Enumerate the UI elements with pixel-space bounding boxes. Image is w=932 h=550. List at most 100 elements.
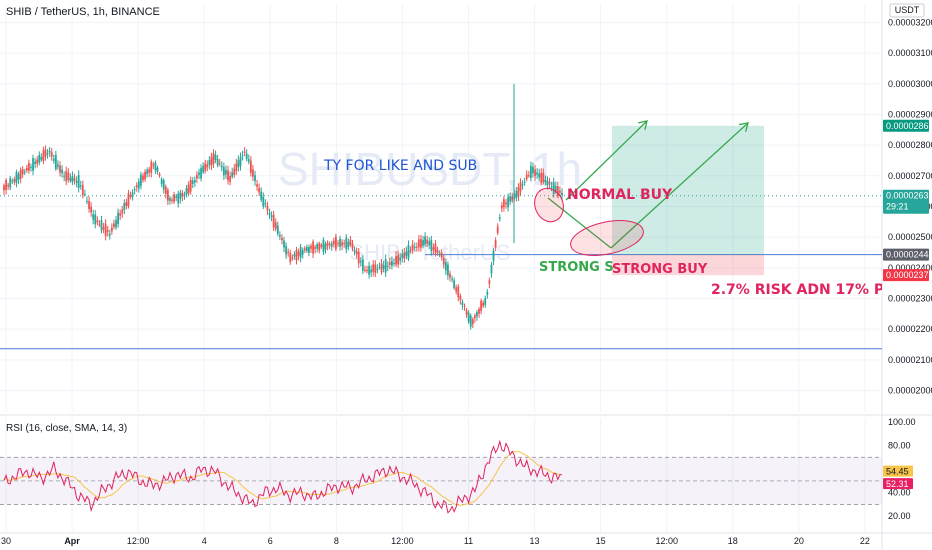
normal-buy-ellipse[interactable]: [530, 184, 568, 226]
candle-body: [81, 185, 84, 196]
candle-body: [391, 260, 393, 266]
candle-body: [191, 180, 194, 184]
candle: [17, 171, 20, 185]
candle: [525, 170, 528, 182]
candle: [312, 239, 314, 259]
candle: [343, 239, 346, 248]
candle-body: [135, 185, 138, 188]
candle: [424, 232, 426, 247]
candle: [202, 162, 205, 175]
countdown-text: 29:21: [886, 202, 909, 212]
candle: [413, 242, 416, 252]
candle: [370, 265, 373, 277]
candle-body: [123, 203, 126, 210]
candle: [119, 209, 122, 221]
candle-body: [15, 172, 18, 184]
candle: [19, 167, 22, 184]
candle: [328, 241, 331, 250]
candle-body: [415, 246, 418, 248]
candle: [83, 189, 86, 197]
candle-body: [46, 153, 49, 155]
time-axis[interactable]: 30 Apr 12:00 4 6 8 12:00 11 13 15 12:00 18 20 22: [1, 536, 870, 546]
arrow-head-strong: [739, 122, 749, 132]
candle: [519, 178, 522, 196]
rsi-indicator-title[interactable]: RSI (16, close, SMA, 14, 3): [6, 423, 128, 434]
rsi-value-badge: [883, 478, 913, 490]
position-risk-zone[interactable]: [612, 254, 764, 276]
candle-body: [461, 301, 464, 306]
rsi-pane[interactable]: 100.00 80.00 40.00 20.00 54.45 52.31: [0, 417, 916, 521]
candle-body: [536, 172, 539, 175]
candle-body: [386, 265, 389, 267]
candle: [459, 293, 462, 305]
candle: [561, 188, 563, 200]
candle: [144, 169, 146, 182]
candle: [388, 257, 391, 270]
candle: [521, 180, 524, 190]
candle: [276, 221, 279, 237]
candle: [320, 243, 323, 249]
candle-body: [559, 190, 561, 193]
candle-body: [486, 291, 489, 295]
candle-body: [305, 247, 308, 251]
candle-body: [52, 158, 55, 161]
candle-body: [411, 244, 414, 251]
candle-body: [403, 252, 406, 259]
candle: [36, 156, 39, 168]
candle-body: [266, 205, 269, 211]
candle-body: [505, 202, 507, 205]
candle-body: [395, 255, 397, 265]
symbol-header[interactable]: SHIB / TetherUS, 1h, BINANCE: [6, 6, 160, 18]
candle-body: [366, 269, 368, 271]
candle-body: [351, 243, 354, 249]
candle: [287, 248, 290, 257]
candle: [332, 237, 335, 248]
candle: [177, 190, 180, 208]
drawings[interactable]: [530, 120, 749, 262]
candle: [505, 199, 507, 209]
candle-body: [353, 250, 356, 252]
candle-body: [473, 315, 476, 319]
candle-body: [276, 225, 279, 234]
candle-body: [376, 268, 379, 270]
candle-body: [9, 178, 12, 188]
candle-body: [482, 302, 485, 306]
strong-buy-ellipse[interactable]: [567, 215, 646, 262]
candle-body: [449, 273, 451, 278]
candle: [366, 265, 368, 274]
position-profit-zone[interactable]: [612, 125, 764, 255]
price-axis[interactable]: USDT 0.00003200 0.00003100 0.00003000 0.0000…: [883, 3, 932, 396]
candle: [227, 165, 229, 185]
candle-body: [71, 175, 74, 182]
candle-body: [509, 196, 512, 202]
candle-body: [540, 172, 543, 183]
candle: [490, 261, 493, 278]
candle: [364, 265, 366, 273]
candle-body: [320, 245, 323, 247]
candle: [380, 258, 383, 275]
candle-body: [272, 214, 275, 228]
candle: [222, 162, 225, 180]
candle: [289, 249, 292, 265]
candle-body: [156, 167, 159, 172]
candle: [322, 237, 325, 256]
candle: [9, 175, 12, 191]
candle: [245, 149, 248, 162]
candle-body: [216, 159, 219, 166]
time-tick-label: 22: [860, 536, 870, 546]
candle-body: [494, 240, 497, 248]
candle: [447, 261, 449, 280]
time-tick-label: 18: [728, 536, 738, 546]
candle-body: [254, 175, 256, 182]
currency-box[interactable]: [889, 3, 925, 18]
price-tick-label: 0.00002800: [888, 140, 932, 150]
candle-body: [210, 156, 213, 166]
candle-body: [36, 159, 39, 164]
candle-body: [83, 194, 86, 196]
candle: [148, 166, 151, 177]
candle-body: [478, 309, 480, 314]
candle-body: [430, 239, 433, 252]
candle-body: [256, 184, 258, 187]
candle-body: [397, 255, 400, 265]
